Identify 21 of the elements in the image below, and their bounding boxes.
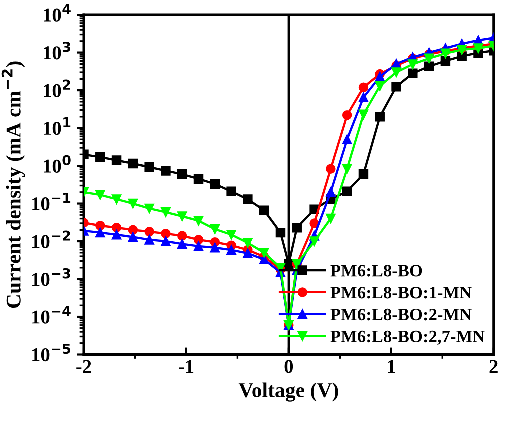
y-tick-label: 10$^{3}$ [44,42,70,60]
x-tick-label: 2 [490,360,498,374]
x-axis-title: Voltage (V) [238,382,338,402]
y-axis-title: Current density (mA cm$^{−2}$) [2,62,26,308]
y-tick-label: 10$^{4}$ [44,4,71,22]
y-tick-label: 10$^{−1}$ [32,193,71,211]
x-tick-label: -1 [179,360,194,374]
x-tick-label: -2 [76,360,92,374]
x-tick-label: 0 [284,360,294,374]
legend-label: PM6:L8-BO:1-MN [330,286,472,299]
y-tick-label: 10$^{−4}$ [32,306,71,324]
y-tick-label: 10$^{−3}$ [32,268,70,286]
y-tick-label: 10$^{2}$ [44,80,70,98]
legend-label: PM6:L8-BO:2,7-MN [330,330,485,346]
y-tick-label: 10$^{1}$ [44,118,71,136]
legend-label: PM6:L8-BO [330,265,422,277]
legend-label: PM6:L8-BO:2-MN [330,308,472,321]
y-tick-label: 10$^{0}$ [44,155,71,173]
x-tick-label: 1 [388,360,396,374]
y-tick-label: 10$^{−5}$ [32,344,71,362]
y-tick-label: 10$^{−2}$ [32,230,70,248]
